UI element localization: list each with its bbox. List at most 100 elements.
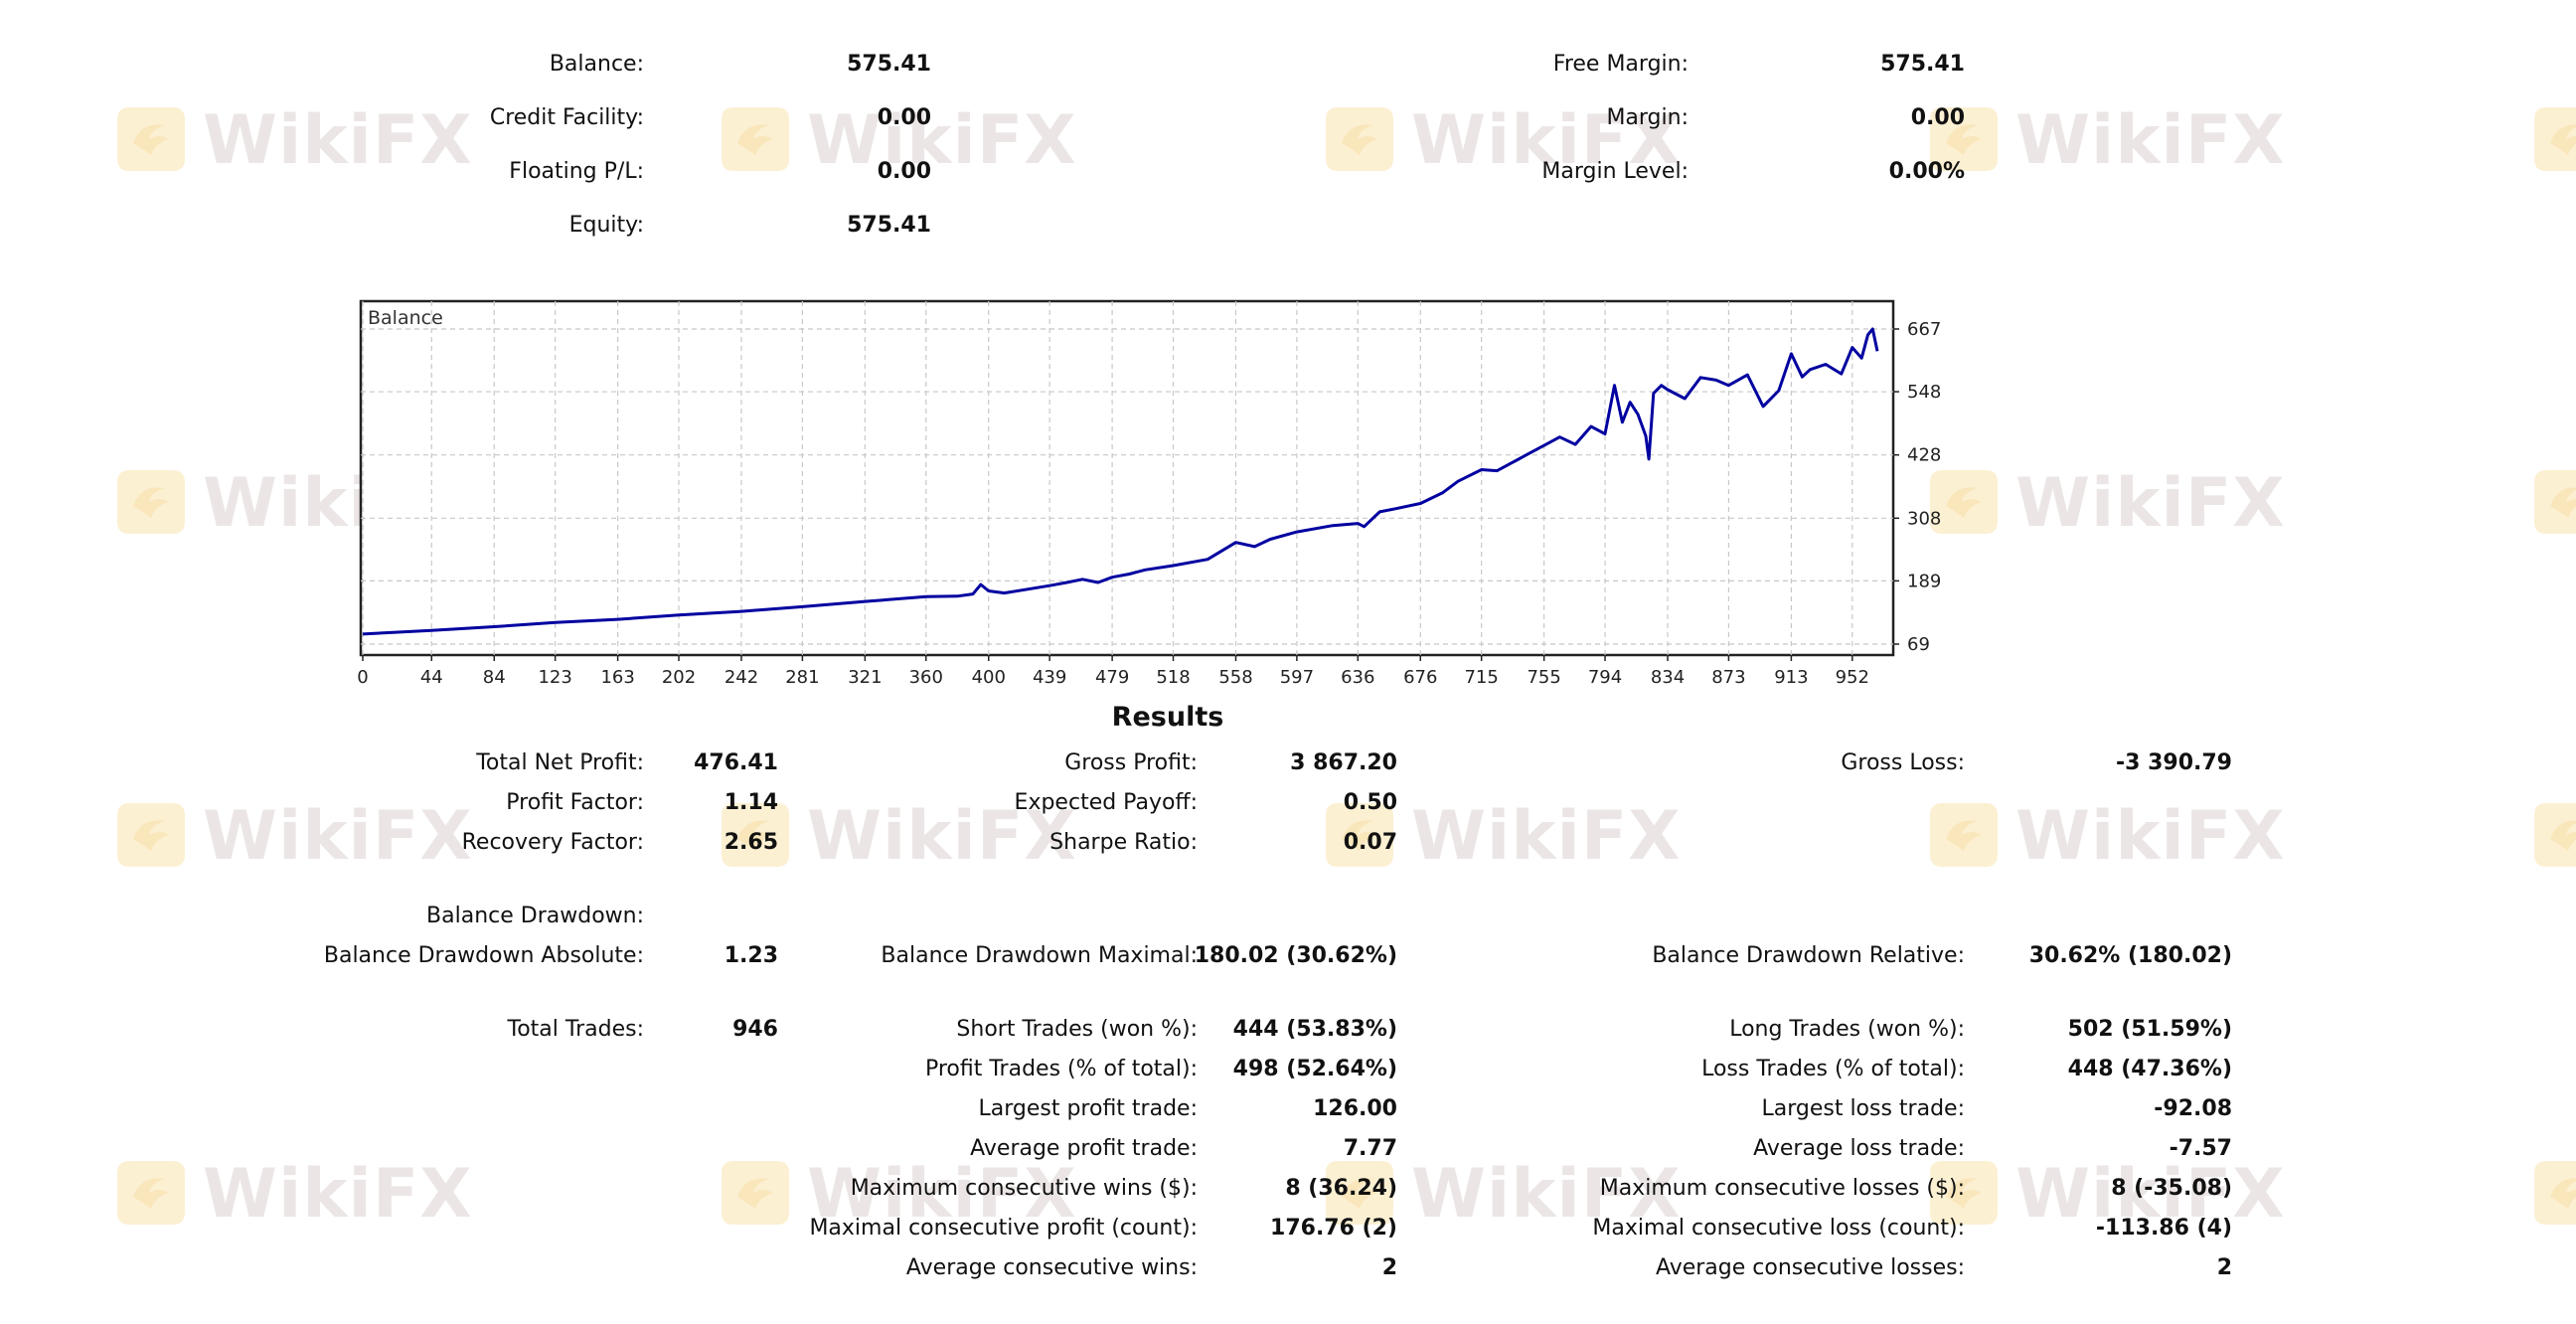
avg-consec-losses-label: Average consecutive losses: xyxy=(1655,1255,1965,1280)
results-title: Results xyxy=(1111,702,1224,733)
x-tick-label: 755 xyxy=(1527,667,1560,688)
y-axis-ticks: 69 189 308 428 548 667 xyxy=(1893,319,1941,655)
x-tick-label: 242 xyxy=(724,667,758,688)
x-tick-label: 834 xyxy=(1651,667,1685,688)
recovery-factor-value: 2.65 xyxy=(724,830,778,855)
x-tick-label: 0 xyxy=(357,667,368,688)
max-consec-wins-value: 8 (36.24) xyxy=(1285,1176,1397,1201)
profit-factor-value: 1.14 xyxy=(724,790,778,815)
x-tick-label: 636 xyxy=(1341,667,1374,688)
x-tick-label: 44 xyxy=(420,667,443,688)
x-tick-label: 873 xyxy=(1711,667,1745,688)
balance-value: 575.41 xyxy=(847,52,931,77)
loss-trades-value: 448 (47.36%) xyxy=(2067,1057,2232,1081)
x-tick-label: 202 xyxy=(662,667,696,688)
balance-series-line xyxy=(362,327,1879,636)
largest-loss-label: Largest loss trade: xyxy=(1761,1096,1965,1121)
x-tick-label: 597 xyxy=(1280,667,1314,688)
avg-consec-losses-value: 2 xyxy=(2216,1255,2232,1280)
gross-loss-label: Gross Loss: xyxy=(1841,750,1965,775)
avg-profit-label: Average profit trade: xyxy=(970,1136,1198,1161)
short-trades-value: 444 (53.83%) xyxy=(1232,1017,1397,1042)
x-tick-label: 913 xyxy=(1774,667,1808,688)
profit-trades-label: Profit Trades (% of total): xyxy=(924,1057,1198,1081)
x-tick-label: 518 xyxy=(1156,667,1190,688)
maximal-consec-profit-value: 176.76 (2) xyxy=(1270,1216,1397,1241)
x-tick-label: 321 xyxy=(848,667,882,688)
avg-loss-value: -7.57 xyxy=(2169,1136,2232,1161)
margin-label: Margin: xyxy=(1606,105,1689,130)
x-tick-label: 84 xyxy=(483,667,506,688)
profit-trades-value: 498 (52.64%) xyxy=(1232,1057,1397,1081)
credit-facility-label: Credit Facility: xyxy=(489,105,644,130)
x-tick-label: 163 xyxy=(600,667,634,688)
largest-profit-value: 126.00 xyxy=(1313,1096,1397,1121)
total-trades-value: 946 xyxy=(732,1017,778,1042)
bd-maximal-label: Balance Drawdown Maximal: xyxy=(881,943,1198,968)
long-trades-value: 502 (51.59%) xyxy=(2067,1017,2232,1042)
free-margin-value: 575.41 xyxy=(1880,52,1965,77)
x-axis-ticks: 0 44 84 123 163 202 242 281 321 360 400 439 479 518 55… xyxy=(357,655,1869,688)
bd-relative-label: Balance Drawdown Relative: xyxy=(1652,943,1965,968)
sharpe-ratio-label: Sharpe Ratio: xyxy=(1049,830,1198,855)
margin-level-label: Margin Level: xyxy=(1541,159,1689,184)
chart-grid xyxy=(361,301,1893,655)
maximal-consec-profit-label: Maximal consecutive profit (count): xyxy=(809,1216,1198,1241)
long-trades-label: Long Trades (won %): xyxy=(1729,1017,1965,1042)
total-net-profit-value: 476.41 xyxy=(694,750,778,775)
credit-facility-value: 0.00 xyxy=(877,105,931,130)
y-tick-label: 189 xyxy=(1907,571,1941,591)
x-tick-label: 439 xyxy=(1033,667,1066,688)
x-tick-label: 558 xyxy=(1218,667,1252,688)
x-tick-label: 952 xyxy=(1836,667,1869,688)
loss-trades-label: Loss Trades (% of total): xyxy=(1701,1057,1965,1081)
x-tick-label: 715 xyxy=(1464,667,1498,688)
recovery-factor-label: Recovery Factor: xyxy=(461,830,644,855)
balance-chart: Balance 0 44 84 123 163 202 242 281 321 360 400 439… xyxy=(357,299,1941,688)
margin-value: 0.00 xyxy=(1910,105,1965,130)
floating-pl-label: Floating P/L: xyxy=(509,159,644,184)
total-net-profit-label: Total Net Profit: xyxy=(476,750,644,775)
margin-level-value: 0.00% xyxy=(1888,159,1965,184)
profit-factor-label: Profit Factor: xyxy=(506,790,644,815)
gross-profit-value: 3 867.20 xyxy=(1290,750,1397,775)
bd-maximal-value: 180.02 (30.62%) xyxy=(1194,943,1397,968)
x-tick-label: 794 xyxy=(1588,667,1622,688)
bd-absolute-label: Balance Drawdown Absolute: xyxy=(323,943,644,968)
equity-value: 575.41 xyxy=(847,213,931,238)
largest-loss-value: -92.08 xyxy=(2154,1096,2232,1121)
sharpe-ratio-value: 0.07 xyxy=(1343,830,1397,855)
largest-profit-label: Largest profit trade: xyxy=(978,1096,1198,1121)
max-consec-wins-label: Maximum consecutive wins ($): xyxy=(850,1176,1198,1201)
avg-profit-value: 7.77 xyxy=(1343,1136,1397,1161)
x-tick-label: 479 xyxy=(1095,667,1129,688)
chart-series xyxy=(362,327,1879,636)
expected-payoff-label: Expected Payoff: xyxy=(1014,790,1198,815)
y-tick-label: 308 xyxy=(1907,508,1941,529)
floating-pl-value: 0.00 xyxy=(877,159,931,184)
y-tick-label: 667 xyxy=(1907,319,1941,340)
x-tick-label: 400 xyxy=(972,667,1006,688)
y-tick-label: 548 xyxy=(1907,382,1941,403)
free-margin-label: Free Margin: xyxy=(1552,52,1689,77)
maximal-consec-loss-value: -113.86 (4) xyxy=(2095,1216,2232,1241)
avg-consec-wins-value: 2 xyxy=(1381,1255,1397,1280)
balance-label: Balance: xyxy=(549,52,644,77)
avg-loss-label: Average loss trade: xyxy=(1753,1136,1965,1161)
total-trades-label: Total Trades: xyxy=(507,1017,644,1042)
x-tick-label: 676 xyxy=(1403,667,1437,688)
plot-frame xyxy=(359,299,1895,657)
x-tick-label: 360 xyxy=(909,667,943,688)
bd-absolute-value: 1.23 xyxy=(724,943,778,968)
gross-profit-label: Gross Profit: xyxy=(1064,750,1198,775)
short-trades-label: Short Trades (won %): xyxy=(956,1017,1198,1042)
balance-drawdown-label: Balance Drawdown: xyxy=(426,904,644,928)
maximal-consec-loss-label: Maximal consecutive loss (count): xyxy=(1592,1216,1965,1241)
expected-payoff-value: 0.50 xyxy=(1343,790,1397,815)
max-consec-losses-value: 8 (-35.08) xyxy=(2111,1176,2232,1201)
x-tick-label: 123 xyxy=(538,667,571,688)
y-tick-label: 428 xyxy=(1907,445,1941,466)
gross-loss-value: -3 390.79 xyxy=(2116,750,2232,775)
y-tick-label: 69 xyxy=(1907,634,1930,655)
